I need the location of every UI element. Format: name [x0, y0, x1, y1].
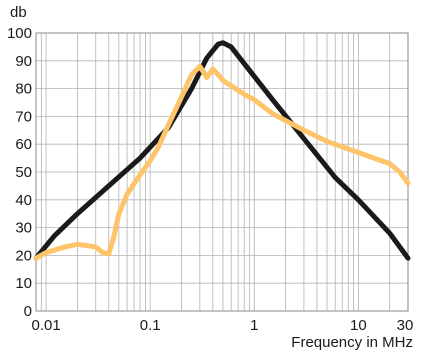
- x-axis-label: Frequency in MHz: [291, 334, 413, 351]
- y-tick-labels: 0 10 20 30 40 50 60 70 80 90 100: [7, 25, 32, 320]
- x-tick-label: 30: [397, 317, 414, 334]
- y-tick-label: 50: [15, 164, 32, 181]
- y-tick-label: 80: [15, 81, 32, 98]
- plot-frame: [35, 32, 409, 312]
- y-axis-label: db: [10, 4, 27, 21]
- y-tick-label: 60: [15, 136, 32, 153]
- x-tick-label: 0.1: [140, 317, 161, 334]
- y-tick-label: 0: [24, 303, 32, 320]
- series-line-2: [33, 63, 411, 261]
- series-line-1: [33, 40, 411, 261]
- x-tick-label: 10: [350, 317, 367, 334]
- y-tick-label: 20: [15, 247, 32, 264]
- x-tick-labels: 0.01 0.1 1 10 30: [31, 317, 413, 334]
- y-tick-label: 100: [7, 25, 32, 42]
- y-tick-label: 70: [15, 108, 32, 125]
- y-tick-label: 30: [15, 220, 32, 237]
- grid: [35, 32, 409, 312]
- x-tick-label: 1: [250, 317, 258, 334]
- y-tick-label: 90: [15, 53, 32, 70]
- y-tick-label: 40: [15, 192, 32, 209]
- x-tick-label: 0.01: [31, 317, 60, 334]
- y-tick-label: 10: [15, 275, 32, 292]
- series-lines: [33, 40, 411, 261]
